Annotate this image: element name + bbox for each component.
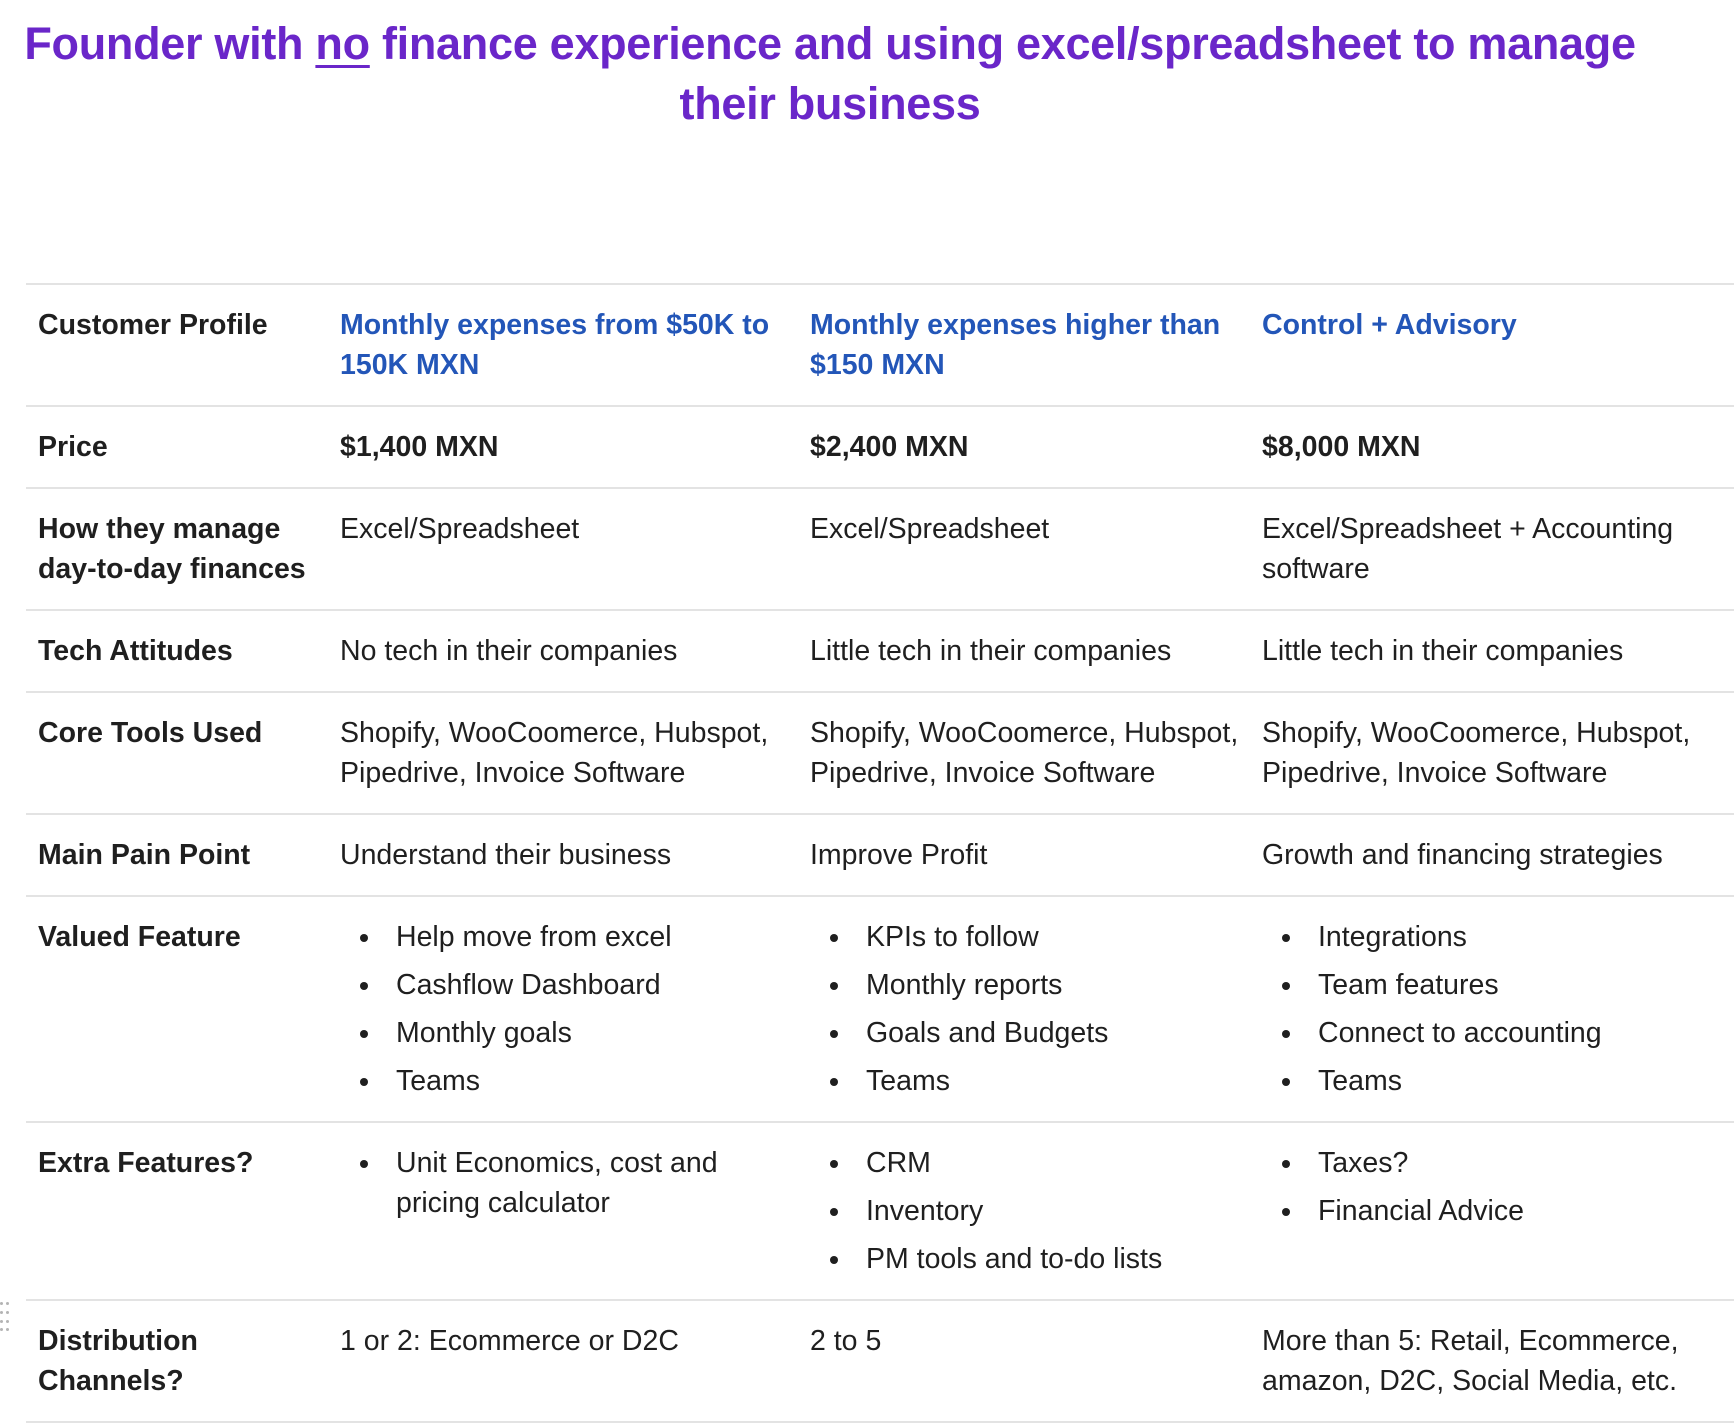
table-row-customer-profile: Customer Profile Monthly expenses from $…	[26, 285, 1734, 407]
row-label: Tech Attitudes	[38, 635, 233, 667]
table-row-manage-finances: How they manage day-to-day finances Exce…	[26, 489, 1734, 611]
table-cell: Growth and financing strategies	[1262, 839, 1663, 871]
table-row-tech-attitudes: Tech Attitudes No tech in their companie…	[26, 611, 1734, 693]
list-item: PM tools and to-do lists	[810, 1239, 1256, 1279]
page-title: Founder with no finance experience and u…	[0, 14, 1660, 134]
bullet-list: KPIs to follow Monthly reports Goals and…	[810, 917, 1256, 1101]
list-item: Help move from excel	[340, 917, 802, 957]
title-underlined-word: no	[315, 18, 370, 69]
table-cell: Understand their business	[340, 839, 672, 871]
row-label: How they manage day-to-day finances	[38, 513, 306, 585]
table-row-main-pain-point: Main Pain Point Understand their busines…	[26, 815, 1734, 897]
table-cell: 2 to 5	[810, 1325, 882, 1357]
table-row-core-tools: Core Tools Used Shopify, WooCoomerce, Hu…	[26, 693, 1734, 815]
list-item: Integrations	[1262, 917, 1726, 957]
row-label: Extra Features?	[38, 1147, 254, 1179]
bullet-list: Help move from excel Cashflow Dashboard …	[340, 917, 802, 1101]
table-cell: Help move from excel Cashflow Dashboard …	[340, 917, 808, 1101]
list-item: Taxes?	[1262, 1143, 1726, 1183]
price-cell: $8,000 MXN	[1262, 431, 1421, 463]
table-cell: 1 or 2: Ecommerce or D2C	[340, 1325, 679, 1357]
row-label: Price	[38, 431, 108, 463]
table-row-valued-feature: Valued Feature Help move from excel Cash…	[26, 897, 1734, 1123]
table-cell: Taxes? Financial Advice	[1262, 1143, 1732, 1279]
customer-profile-table: Customer Profile Monthly expenses from $…	[26, 283, 1734, 1423]
row-label: Core Tools Used	[38, 717, 263, 749]
table-cell: Integrations Team features Connect to ac…	[1262, 917, 1732, 1101]
list-item: KPIs to follow	[810, 917, 1256, 957]
table-cell: Excel/Spreadsheet	[340, 513, 580, 545]
table-cell: Improve Profit	[810, 839, 988, 871]
profile-column-2: Monthly expenses higher than $150 MXN	[810, 309, 1221, 381]
list-item: Teams	[810, 1061, 1256, 1101]
table-cell: Little tech in their companies	[1262, 635, 1624, 667]
table-cell: Little tech in their companies	[810, 635, 1172, 667]
profile-column-1: Monthly expenses from $50K to 150K MXN	[340, 309, 770, 381]
bullet-list: CRM Inventory PM tools and to-do lists	[810, 1143, 1256, 1279]
list-item: Teams	[340, 1061, 802, 1101]
title-part-1: Founder with	[24, 18, 316, 69]
bullet-list: Integrations Team features Connect to ac…	[1262, 917, 1726, 1101]
price-cell: $1,400 MXN	[340, 431, 499, 463]
list-item: Goals and Budgets	[810, 1013, 1256, 1053]
table-cell: Shopify, WooCoomerce, Hubspot, Pipedrive…	[1262, 717, 1691, 789]
list-item: Financial Advice	[1262, 1191, 1726, 1231]
table-cell: No tech in their companies	[340, 635, 678, 667]
table-cell: CRM Inventory PM tools and to-do lists	[808, 1143, 1262, 1279]
table-cell: Excel/Spreadsheet + Accounting software	[1262, 513, 1674, 585]
table-cell: Excel/Spreadsheet	[810, 513, 1050, 545]
list-item: Monthly reports	[810, 965, 1256, 1005]
row-label: Distribution Channels?	[38, 1325, 198, 1397]
row-label: Customer Profile	[38, 309, 268, 341]
table-cell: Shopify, WooCoomerce, Hubspot, Pipedrive…	[810, 717, 1239, 789]
list-item: Teams	[1262, 1061, 1726, 1101]
list-item: Connect to accounting	[1262, 1013, 1726, 1053]
profile-column-3: Control + Advisory	[1262, 309, 1517, 341]
table-cell: Unit Economics, cost and pricing calcula…	[340, 1143, 808, 1279]
drag-handle-icon[interactable]	[0, 1302, 10, 1334]
row-label: Main Pain Point	[38, 839, 251, 871]
list-item: Unit Economics, cost and pricing calcula…	[340, 1143, 802, 1223]
title-part-2: finance experience and using excel/sprea…	[369, 18, 1636, 129]
bullet-list: Taxes? Financial Advice	[1262, 1143, 1726, 1231]
list-item: Monthly goals	[340, 1013, 802, 1053]
list-item: Inventory	[810, 1191, 1256, 1231]
list-item: CRM	[810, 1143, 1256, 1183]
list-item: Team features	[1262, 965, 1726, 1005]
table-cell: More than 5: Retail, Ecommerce, amazon, …	[1262, 1325, 1679, 1397]
bullet-list: Unit Economics, cost and pricing calcula…	[340, 1143, 802, 1223]
table-row-distribution-channels: Distribution Channels? 1 or 2: Ecommerce…	[26, 1301, 1734, 1423]
table-cell: KPIs to follow Monthly reports Goals and…	[808, 917, 1262, 1101]
table-row-price: Price $1,400 MXN $2,400 MXN $8,000 MXN	[26, 407, 1734, 489]
list-item: Cashflow Dashboard	[340, 965, 802, 1005]
price-cell: $2,400 MXN	[810, 431, 969, 463]
table-row-extra-features: Extra Features? Unit Economics, cost and…	[26, 1123, 1734, 1301]
row-label: Valued Feature	[38, 921, 241, 953]
table-cell: Shopify, WooCoomerce, Hubspot, Pipedrive…	[340, 717, 769, 789]
